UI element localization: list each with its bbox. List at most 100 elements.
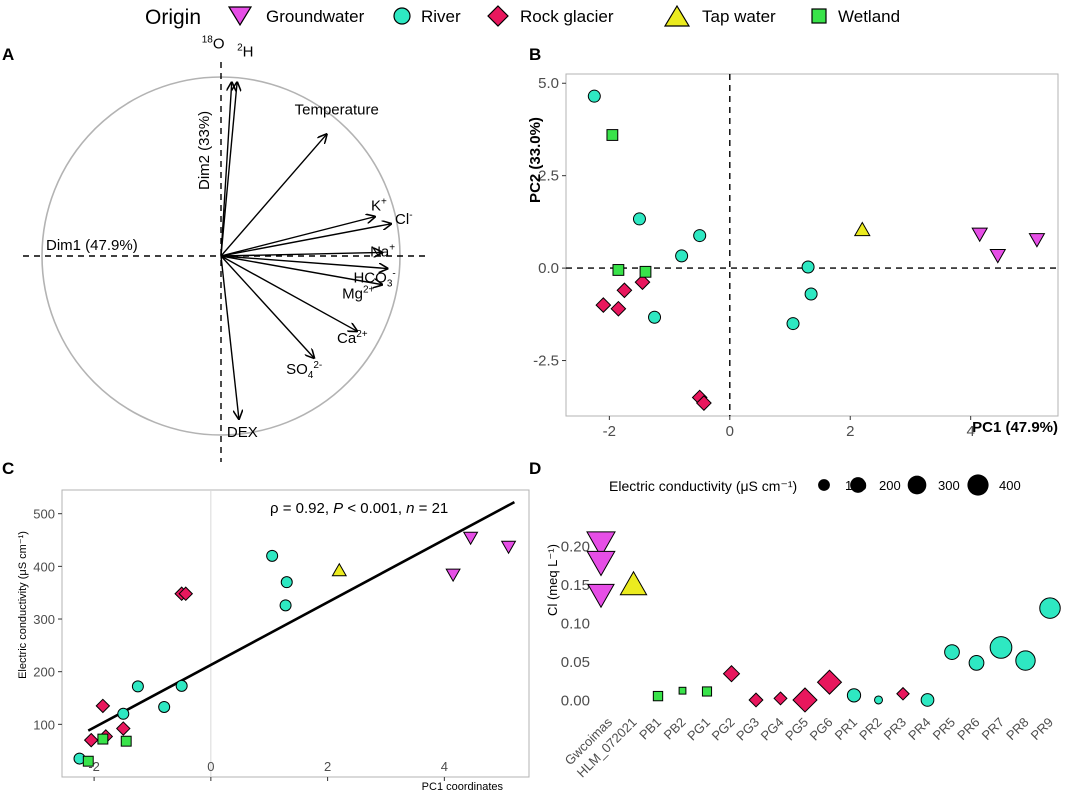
point-d-pg4 bbox=[773, 691, 788, 706]
point-d-pb1 bbox=[652, 690, 664, 702]
vector-label-temperature: Temperature bbox=[295, 101, 379, 118]
point-b-wetland bbox=[639, 265, 652, 278]
point-b-rock-glacier bbox=[610, 300, 627, 317]
panel-c-ytick-label: 100 bbox=[33, 717, 55, 732]
legend-item-groundwater: Groundwater bbox=[227, 6, 365, 27]
point-c-river bbox=[266, 549, 279, 562]
panel-d-xtick-label: PR7 bbox=[979, 715, 1007, 743]
panel-d-ytick-label: 0.05 bbox=[561, 654, 590, 671]
panel-letter-d: D bbox=[529, 459, 541, 478]
point-c-river bbox=[175, 679, 188, 692]
panel-c-points bbox=[73, 531, 517, 767]
panel-b-xtick-label: 4 bbox=[967, 423, 975, 440]
vector-hco3 bbox=[220, 255, 387, 269]
point-c-river bbox=[158, 700, 171, 713]
point-c-tap-water bbox=[331, 562, 348, 577]
vector-mg2 bbox=[220, 255, 382, 285]
vector-na bbox=[220, 252, 382, 256]
panel-d-ytick-label: 0.20 bbox=[561, 538, 590, 555]
panel-c-ytick-label: 300 bbox=[33, 612, 55, 627]
panel-d-xtick-label: PR2 bbox=[856, 715, 884, 743]
point-d-pr5 bbox=[944, 644, 960, 660]
point-c-wetland bbox=[97, 733, 109, 745]
panel-c-ytick-label: 400 bbox=[33, 559, 55, 574]
panel-c-scatter: -2 0 2 4 100 200 300 400 500 ρ = 0.92, P < 0.001… bbox=[17, 489, 530, 792]
panel-d-xtick-label: PR6 bbox=[954, 715, 982, 743]
point-b-wetland bbox=[606, 129, 619, 141]
panel-d-bubble: Electric conductivity (μS cm⁻¹) 10020030… bbox=[545, 474, 1061, 780]
panel-b-xtick-label: -2 bbox=[603, 423, 616, 440]
point-b-river bbox=[801, 260, 815, 274]
point-b-groundwater bbox=[989, 249, 1007, 264]
vector-18o bbox=[220, 82, 232, 257]
vector-label-2h: 2H bbox=[237, 42, 253, 60]
vector-label-k: K+ bbox=[371, 197, 387, 215]
point-c-rock-glacier bbox=[83, 732, 99, 748]
legend-label-river: River bbox=[421, 7, 461, 26]
point-d-pr2 bbox=[874, 695, 883, 705]
point-d-pr7 bbox=[989, 636, 1013, 659]
panel-c-ytick-label: 500 bbox=[33, 507, 55, 522]
vector-2h bbox=[220, 82, 237, 257]
size-legend-dot bbox=[850, 477, 866, 493]
legend-label-wetland: Wetland bbox=[838, 7, 900, 26]
legend-marker-groundwater bbox=[227, 6, 253, 27]
panel-d-xtick-label: PG3 bbox=[733, 715, 762, 744]
panel-c-xtick-label: 4 bbox=[441, 759, 448, 774]
dim2-axis-label: Dim2 (33%) bbox=[196, 111, 213, 190]
panel-d-ytick-label: 0.10 bbox=[561, 616, 590, 633]
size-legend-dot bbox=[818, 479, 830, 491]
panel-d-xtick-label: PB2 bbox=[661, 715, 689, 743]
panel-b-ytick-label: 5.0 bbox=[538, 75, 559, 92]
point-b-rock-glacier bbox=[616, 282, 633, 299]
panel-b-ytick-label: -2.5 bbox=[533, 353, 559, 370]
point-b-rock-glacier bbox=[595, 297, 612, 313]
panel-b-xtick-label: 0 bbox=[726, 423, 734, 440]
panel-c-annotation: ρ = 0.92, P < 0.001, n = 21 bbox=[270, 500, 448, 517]
size-legend-dot bbox=[967, 474, 989, 496]
panel-d-ylabel: Cl (meq L⁻¹) bbox=[545, 544, 560, 616]
vector-so42 bbox=[220, 255, 314, 358]
regression-line bbox=[87, 500, 516, 732]
variable-vectors: 18O 2HTemperatureK+Cl-Na+HCO3-Mg2+Ca2+SO4… bbox=[202, 34, 413, 441]
panel-c-xtick-label: 2 bbox=[324, 759, 331, 774]
legend-item-wetland: Wetland bbox=[811, 7, 900, 26]
point-c-groundwater bbox=[462, 531, 479, 546]
legend-marker-river bbox=[393, 7, 411, 25]
point-b-river bbox=[804, 287, 818, 301]
panel-b-ytick-label: 0.0 bbox=[538, 260, 559, 277]
vector-label-ca2: Ca2+ bbox=[337, 329, 368, 347]
point-d-pr9 bbox=[1039, 597, 1061, 619]
point-d-pr3 bbox=[896, 686, 910, 701]
point-d-pg3 bbox=[748, 692, 764, 708]
panel-d-xtick-label: PG5 bbox=[782, 715, 811, 744]
legend-label-groundwater: Groundwater bbox=[266, 7, 365, 26]
panel-c-plot-area bbox=[61, 489, 530, 778]
point-b-groundwater bbox=[1028, 233, 1046, 248]
panel-c-regression bbox=[87, 500, 516, 732]
size-legend-dot bbox=[907, 475, 927, 495]
point-d-pg1 bbox=[701, 686, 713, 697]
point-d-pr6 bbox=[968, 655, 985, 671]
point-c-river bbox=[280, 576, 293, 589]
panel-d-xtick-label: PR1 bbox=[832, 715, 860, 743]
legend-marker-wetland bbox=[811, 8, 827, 24]
legend-item-tap-water: Tap water bbox=[663, 4, 776, 27]
point-b-river bbox=[675, 249, 689, 263]
panel-d-xtick-label: PG6 bbox=[807, 715, 836, 744]
point-c-wetland bbox=[82, 755, 94, 767]
panel-b-points bbox=[587, 89, 1046, 411]
point-b-wetland bbox=[612, 264, 625, 276]
vector-label-18o: 18O bbox=[202, 34, 225, 52]
point-b-river bbox=[693, 229, 707, 243]
size-legend-title: Electric conductivity (μS cm⁻¹) bbox=[609, 478, 797, 494]
panel-b-xlabel: PC1 (47.9%) bbox=[972, 419, 1058, 436]
panel-a-biplot: Dim1 (47.9%) Dim2 (33%) 18O 2H Temperature… bbox=[23, 34, 430, 462]
legend-marker-rock-glacier bbox=[487, 5, 509, 27]
point-c-groundwater bbox=[500, 540, 517, 555]
size-legend-label: 300 bbox=[938, 478, 960, 493]
dim1-axis-label: Dim1 (47.9%) bbox=[46, 237, 138, 254]
point-c-rock-glacier bbox=[95, 698, 111, 714]
panel-letter-a: A bbox=[2, 45, 14, 64]
